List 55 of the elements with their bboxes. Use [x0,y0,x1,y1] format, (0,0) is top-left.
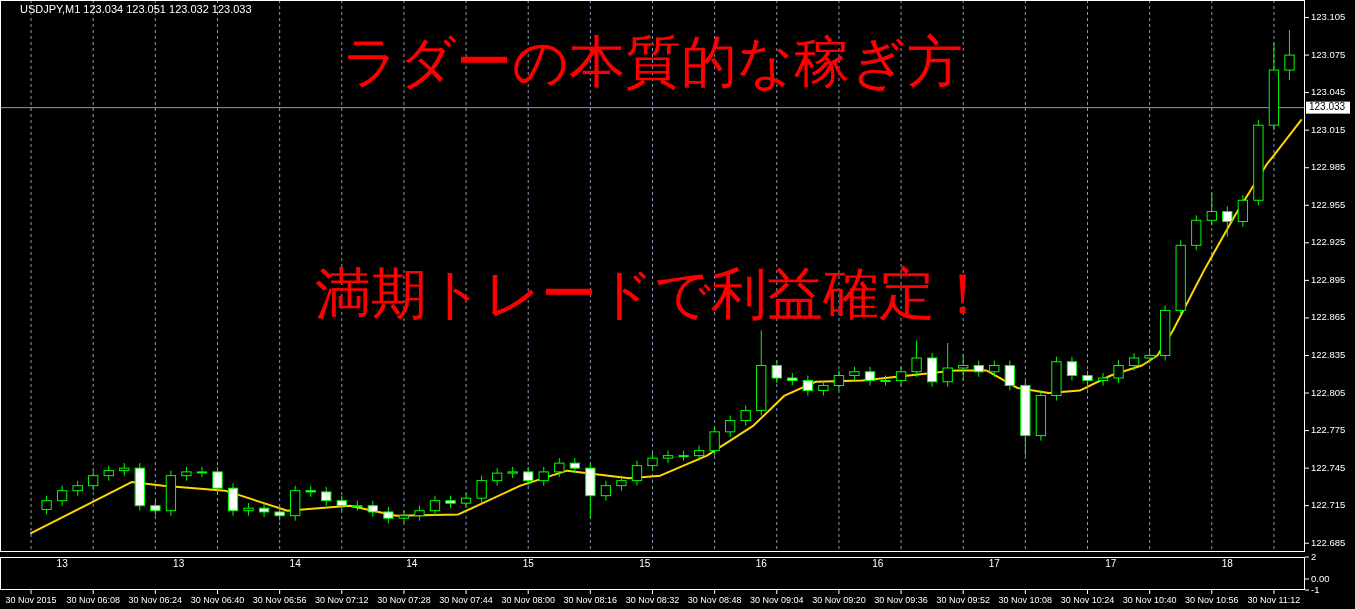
ref-line-label: 123.033 [1309,101,1346,113]
y-tick-label: 122.865 [1311,311,1346,323]
x-tick-label: 30 Nov 08:32 [625,595,680,605]
y-tick-label: -1 [1311,583,1320,595]
x-tick-label: 30 Nov 07:44 [439,595,493,605]
y-tick-label: 0.00 [1311,572,1330,584]
x-tick-label: 30 Nov 06:56 [252,595,307,605]
y-tick-label: 2 [1311,550,1317,562]
x-tick-label: 30 Nov 09:20 [812,595,866,605]
x-tick-label: 30 Nov 07:12 [315,595,369,605]
x-tick-label: 16 [755,558,768,569]
x-tick-label: 13 [173,558,185,569]
y-tick-label: 122.685 [1311,536,1346,548]
x-tick-label: 30 Nov 10:56 [1185,595,1239,605]
x-tick-label: 30 Nov 10:24 [1060,595,1115,605]
x-tick-label: 13 [56,558,69,569]
x-tick-label: 30 Nov 06:08 [66,595,120,605]
x-tick-label: 14 [289,558,302,569]
y-tick-label: 122.835 [1311,349,1346,360]
x-tick-label: 30 Nov 09:52 [936,595,990,605]
y-tick-label: 122.895 [1311,273,1346,285]
x-tick-label: 30 Nov 07:28 [377,595,431,605]
x-tick-label: 30 Nov 08:00 [501,595,555,605]
y-tick-label: 122.985 [1311,161,1346,173]
x-tick-label: 16 [872,558,884,569]
x-tick-label: 30 Nov 08:48 [687,595,742,605]
x-tick-label: 15 [639,558,651,569]
y-tick-label: 122.715 [1311,499,1346,511]
chart-title: USDJPY,M1 123.034 123.051 123.032 123.033 [20,3,252,15]
y-tick-label: 122.955 [1311,198,1346,210]
x-tick-label: 30 Nov 08:16 [563,595,618,605]
y-tick-label: 123.075 [1311,48,1346,60]
line-series [30,119,1303,535]
x-tick-label: 30 Nov 2015 [5,595,57,605]
y-tick-label: 122.745 [1311,461,1346,473]
x-tick-label: 30 Nov 11:12 [1247,595,1301,605]
annotation: 満期トレードで利益確定！ [314,261,991,325]
y-tick-label: 123.105 [1311,11,1346,23]
y-tick-label: 123.045 [1311,86,1346,98]
x-tick-label: 30 Nov 10:08 [998,595,1053,605]
x-tick-label: 30 Nov 06:40 [190,595,245,605]
y-tick-label: 123.015 [1311,123,1346,135]
y-tick-label: 122.775 [1311,424,1346,436]
x-tick-label: 17 [988,558,1001,569]
x-tick-label: 17 [1105,558,1117,569]
x-tick-label: 18 [1221,558,1234,569]
x-tick-label: 15 [522,558,535,569]
y-tick-label: 122.805 [1311,386,1346,398]
y-tick-label: 122.925 [1311,236,1346,248]
x-tick-label: 14 [406,558,418,569]
x-tick-label: 30 Nov 10:40 [1122,595,1177,605]
x-tick-label: 30 Nov 09:36 [874,595,928,605]
x-tick-label: 30 Nov 09:04 [750,595,804,605]
x-tick-label: 30 Nov 06:24 [128,595,183,605]
annotation: ラダーの本質的な稼ぎ方 [342,30,963,94]
